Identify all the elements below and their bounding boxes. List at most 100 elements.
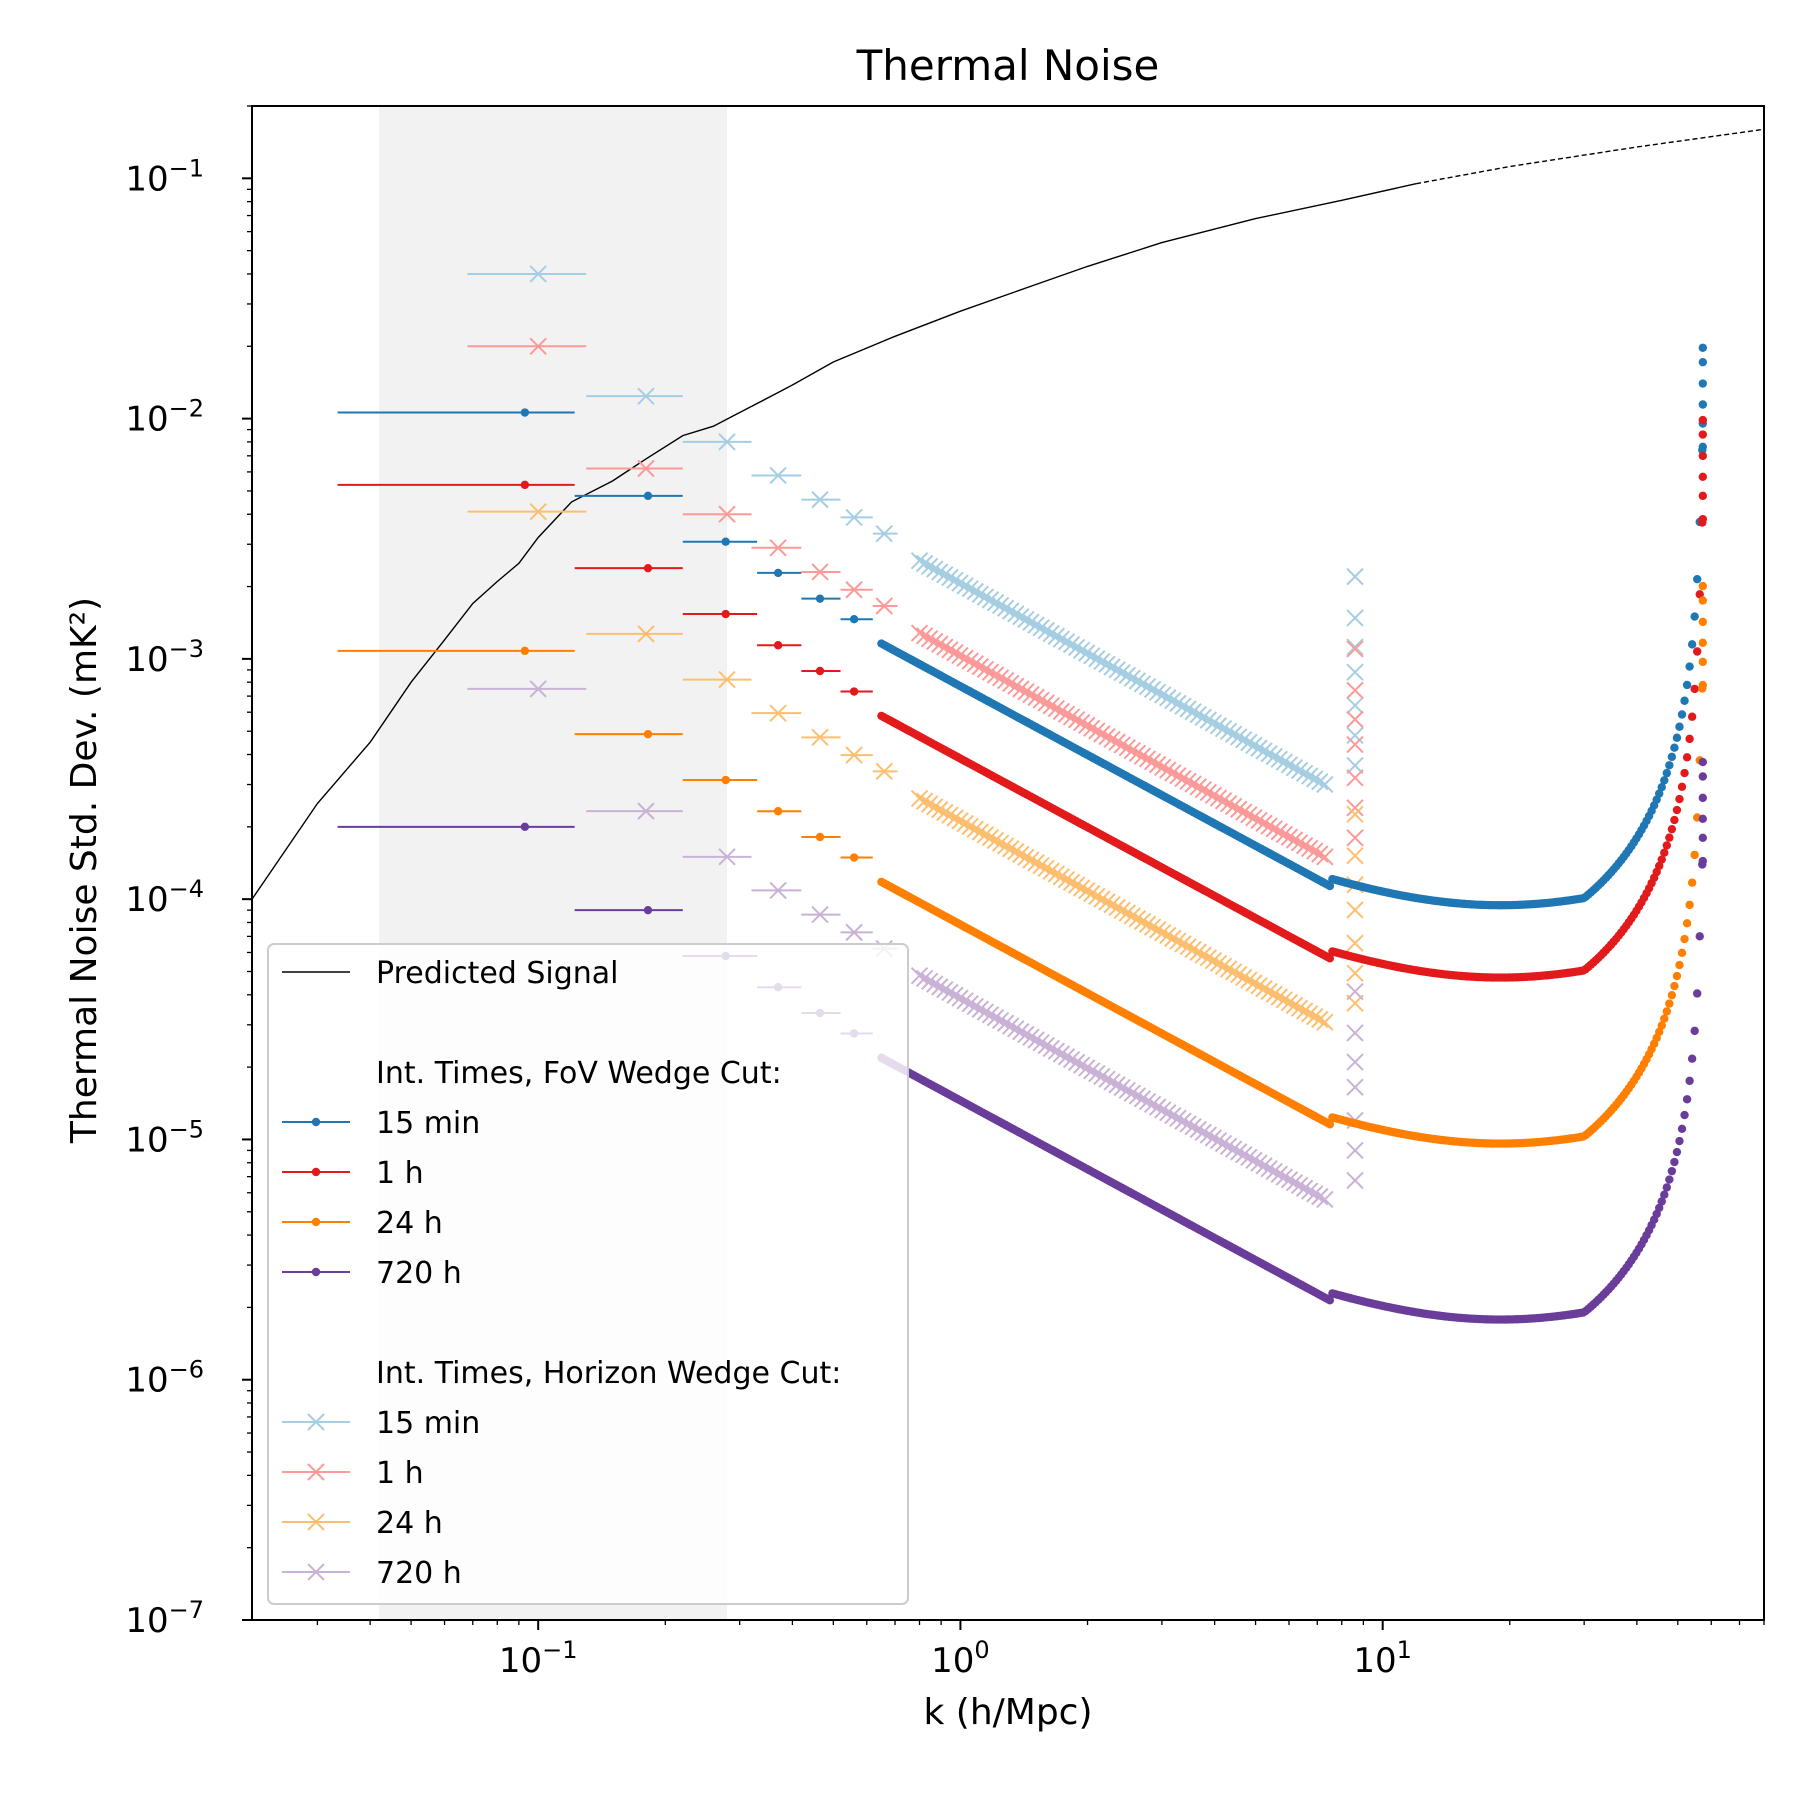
horizon-point: [1007, 605, 1025, 623]
horizon-point: [1346, 726, 1364, 745]
horizon-point: [1224, 963, 1243, 981]
horizon-point: [1219, 794, 1238, 813]
horizon-point: [1032, 856, 1050, 875]
fov-point: [1677, 1124, 1687, 1134]
horizon-point: [1007, 1020, 1025, 1038]
horizon-point: [1270, 988, 1288, 1006]
horizon-point: [1032, 619, 1050, 637]
horizon-point: [1174, 697, 1192, 715]
fov-point: [1670, 981, 1679, 991]
horizon-point: [931, 635, 949, 653]
horizon-point: [1047, 865, 1066, 883]
horizon-point: [936, 980, 954, 999]
horizon-point: [1017, 610, 1035, 629]
legend-fov-marker: [311, 1117, 321, 1127]
horizon-point: [1280, 756, 1299, 774]
fov-point: [1698, 833, 1708, 843]
horizon-point: [946, 571, 964, 590]
horizon-point: [1270, 822, 1288, 841]
horizon-point: [1346, 846, 1364, 865]
horizon-point: [1280, 1171, 1299, 1189]
y-tick-label: 10−3: [125, 635, 204, 680]
legend: Predicted Signal Int. Times, FoV Wedge Cu…: [267, 943, 909, 1605]
fov-point: [1685, 734, 1694, 744]
horizon-point: [910, 789, 929, 808]
horizon-point: [936, 565, 954, 584]
fov-point: [1680, 696, 1689, 705]
legend-fov-label: 720 h: [376, 1256, 462, 1291]
horizon-point: [931, 978, 949, 996]
horizon-point: [1209, 954, 1228, 973]
horizon-point: [991, 596, 1010, 615]
horizon-point: [1189, 1120, 1207, 1139]
legend-horizon-label: 1 h: [376, 1456, 424, 1491]
horizon-point: [1265, 747, 1283, 766]
horizon-point: [1062, 873, 1081, 892]
fov-point: [1672, 733, 1682, 742]
horizon-point: [1103, 730, 1121, 749]
horizon-point: [1184, 1118, 1202, 1136]
y-tick-label: 10−5: [125, 1115, 204, 1160]
horizon-point: [1275, 753, 1294, 771]
horizon-point: [1250, 977, 1268, 995]
series-fov-1: [337, 415, 1708, 982]
horizon-point: [529, 265, 547, 283]
horizon-point: [1214, 792, 1233, 810]
horizon-point: [1037, 694, 1055, 712]
horizon-point: [1093, 1067, 1111, 1086]
fov-point: [1680, 1110, 1689, 1120]
horizon-point: [1057, 870, 1076, 889]
horizon-point: [1128, 1087, 1147, 1105]
horizon-point: [1123, 669, 1142, 687]
horizon-point: [941, 806, 959, 824]
horizon-point: [1072, 641, 1091, 659]
fov-point: [1655, 861, 1664, 871]
y-tick-base: 10: [125, 640, 168, 680]
horizon-point: [1012, 680, 1030, 698]
fov-point: [1672, 805, 1682, 815]
horizon-point: [1062, 635, 1081, 654]
fov-point: [1698, 581, 1708, 591]
horizon-point: [1295, 836, 1314, 855]
fov-point: [1677, 710, 1687, 719]
horizon-point: [1179, 700, 1197, 718]
fov-point: [1682, 680, 1692, 690]
horizon-point: [1133, 912, 1152, 931]
horizon-point: [941, 641, 959, 659]
horizon-point: [1022, 851, 1040, 869]
horizon-point: [1164, 1106, 1182, 1125]
fov-point: [1685, 1076, 1694, 1086]
horizon-point: [1275, 991, 1294, 1009]
horizon-point: [966, 582, 984, 601]
horizon-point: [1346, 934, 1364, 952]
horizon-point: [991, 834, 1010, 852]
horizon-point: [1128, 672, 1147, 690]
x-tick-base: 10: [931, 1641, 974, 1681]
fov-point: [1690, 612, 1699, 621]
legend-fov-label: 1 h: [376, 1156, 424, 1191]
horizon-point: [1128, 909, 1147, 928]
horizon-point: [971, 1000, 990, 1018]
fov-point: [1690, 850, 1699, 860]
horizon-point: [637, 802, 655, 820]
horizon-point: [996, 1014, 1015, 1032]
horizon-point: [966, 997, 984, 1016]
horizon-point: [1306, 842, 1324, 860]
horizon-point: [1067, 711, 1086, 729]
fov-point: [1672, 1147, 1682, 1157]
horizon-point: [1128, 744, 1147, 763]
horizon-point: [811, 728, 829, 747]
horizon-point: [920, 972, 939, 990]
horizon-point: [981, 663, 1000, 681]
legend-horizon-label: 24 h: [376, 1506, 443, 1541]
fov-point: [1698, 772, 1708, 781]
fov-point: [1667, 752, 1677, 762]
fov-point: [1667, 824, 1677, 834]
horizon-point: [1194, 708, 1212, 727]
horizon-point: [986, 831, 1005, 850]
horizon-point: [875, 762, 893, 781]
horizon-point: [1346, 1141, 1364, 1160]
horizon-point: [926, 560, 944, 578]
horizon-point: [1067, 1053, 1086, 1072]
horizon-point: [1285, 758, 1304, 777]
